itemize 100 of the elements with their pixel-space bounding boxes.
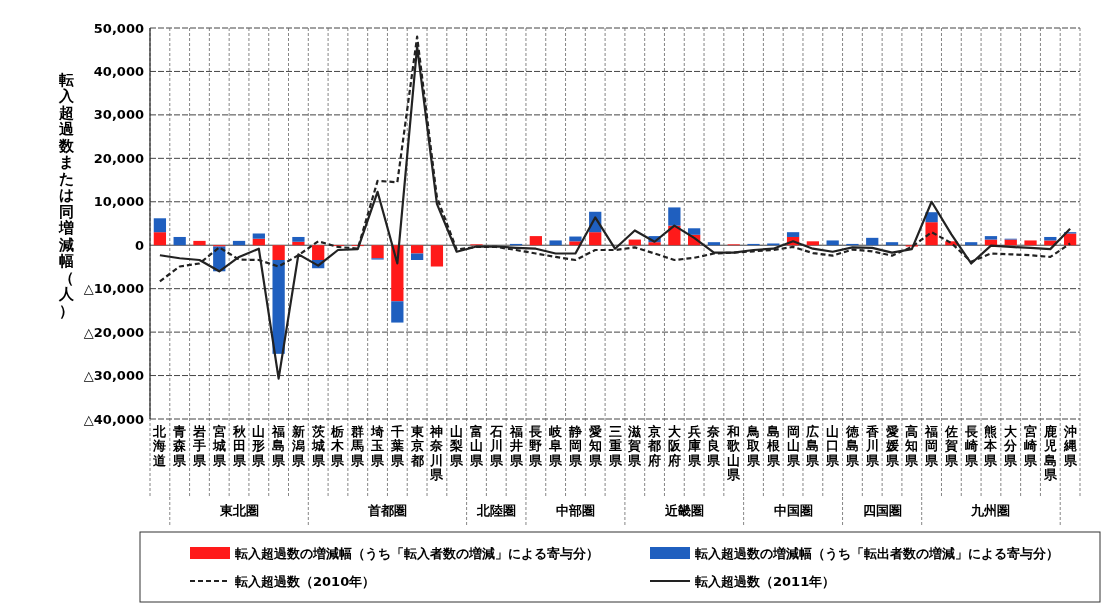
bar bbox=[925, 222, 938, 246]
x-tick-label: 島根県 bbox=[765, 423, 781, 468]
bar bbox=[312, 245, 325, 260]
bar bbox=[410, 253, 424, 260]
bar bbox=[826, 240, 839, 246]
x-tick-label: 福岡県 bbox=[924, 423, 940, 468]
x-tick-label: 長野県 bbox=[528, 423, 544, 468]
text: 中国圏 bbox=[773, 503, 813, 518]
bar bbox=[786, 232, 800, 237]
bar bbox=[1063, 233, 1077, 246]
x-tick-label: 香川県 bbox=[864, 423, 880, 468]
text: 中部圏 bbox=[555, 503, 595, 518]
x-tick-label: 宮城県 bbox=[211, 423, 227, 468]
bar bbox=[806, 241, 820, 246]
bar bbox=[984, 236, 998, 240]
y-tick-label: 40,000 bbox=[93, 63, 144, 79]
legend-label: 転入超過数の増減幅（うち「転出者数の増減」による寄与分） bbox=[694, 545, 1059, 561]
x-tick-label: 岐阜県 bbox=[548, 423, 564, 468]
x-tick-label: 福井県 bbox=[508, 423, 524, 468]
x-tick-label: 鳥取県 bbox=[746, 423, 762, 468]
x-tick-label: 栃木県 bbox=[330, 423, 346, 468]
bar bbox=[292, 236, 305, 242]
x-tick-label: 宮崎県 bbox=[1023, 423, 1039, 468]
text: 四国圏 bbox=[862, 503, 902, 518]
bar bbox=[272, 259, 285, 354]
x-tick-label: 山梨県 bbox=[449, 423, 465, 468]
y-tick-label: 30,000 bbox=[93, 107, 144, 123]
text: 転入超過数または同増減幅（人） bbox=[58, 70, 74, 320]
x-tick-label: 熊本県 bbox=[983, 423, 999, 468]
x-tick-label: 群馬県 bbox=[350, 423, 366, 468]
x-tick-label: 高知県 bbox=[904, 423, 920, 468]
bar bbox=[707, 242, 721, 246]
y-tick-label: 50,000 bbox=[93, 20, 144, 36]
x-tick-label: 福島県 bbox=[271, 423, 287, 468]
bar bbox=[549, 240, 562, 246]
text: 近畿圏 bbox=[663, 503, 704, 518]
bar bbox=[668, 207, 681, 226]
x-tick-label: 岡山県 bbox=[785, 423, 801, 468]
x-tick-label: 北海道 bbox=[152, 423, 168, 468]
text: 九州圏 bbox=[970, 503, 1011, 518]
x-tick-label: 愛知県 bbox=[587, 423, 603, 468]
x-tick-label: 埼玉県 bbox=[370, 423, 386, 468]
bar bbox=[252, 233, 265, 239]
x-tick-label: 神奈川県 bbox=[429, 423, 445, 482]
x-tick-label: 千葉県 bbox=[389, 423, 405, 468]
bar bbox=[153, 232, 167, 246]
x-tick-label: 青森県 bbox=[172, 423, 188, 468]
y-tick-label: △20,000 bbox=[83, 324, 144, 340]
y-tick-label: △10,000 bbox=[83, 281, 144, 297]
bar bbox=[965, 242, 978, 246]
x-tick-label: 秋田県 bbox=[231, 423, 247, 468]
y-tick-label: 20,000 bbox=[93, 150, 144, 166]
bar bbox=[193, 240, 206, 246]
text: 北陸圏 bbox=[475, 503, 516, 518]
y-tick-label: 0 bbox=[134, 237, 144, 253]
x-tick-label: 徳島県 bbox=[844, 423, 860, 468]
text: 東北圏 bbox=[218, 503, 259, 518]
x-tick-label: 岩手県 bbox=[191, 423, 207, 468]
x-tick-label: 兵庫県 bbox=[686, 423, 702, 468]
x-tick-label: 滋賀県 bbox=[627, 423, 643, 468]
legend-label: 転入超過数の増減幅（うち「転入者数の増減」による寄与分） bbox=[234, 545, 599, 561]
bar bbox=[589, 232, 602, 246]
x-tick-label: 大阪府 bbox=[666, 423, 682, 468]
bar bbox=[292, 241, 305, 246]
x-tick-label: 山形県 bbox=[251, 423, 267, 468]
x-tick-label: 静岡県 bbox=[567, 423, 583, 468]
bar bbox=[371, 245, 384, 259]
text: 首都圏 bbox=[366, 503, 407, 518]
x-tick-label: 鹿児島県 bbox=[1042, 423, 1058, 482]
bar bbox=[410, 245, 424, 254]
x-tick-label: 沖縄県 bbox=[1062, 423, 1078, 468]
bar bbox=[391, 301, 404, 323]
x-tick-label: 東京都 bbox=[409, 423, 425, 468]
bar bbox=[153, 218, 167, 233]
x-tick-label: 佐賀県 bbox=[943, 423, 959, 468]
bar bbox=[885, 242, 899, 246]
bar bbox=[866, 237, 879, 246]
x-tick-label: 茨城県 bbox=[310, 423, 326, 468]
bar bbox=[232, 240, 246, 246]
bar bbox=[529, 236, 542, 246]
x-tick-label: 石川県 bbox=[488, 423, 504, 468]
legend-label: 転入超過数（2010年） bbox=[234, 573, 376, 589]
y-tick-label: △30,000 bbox=[83, 368, 144, 384]
x-tick-label: 奈良県 bbox=[706, 423, 722, 468]
x-tick-label: 富山県 bbox=[468, 423, 484, 468]
x-tick-label: 大分県 bbox=[1003, 423, 1019, 468]
x-tick-label: 和歌山県 bbox=[726, 423, 742, 482]
bar bbox=[688, 228, 701, 235]
y-tick-label: △40,000 bbox=[83, 411, 144, 427]
x-tick-label: 長崎県 bbox=[963, 423, 979, 468]
x-tick-label: 山口県 bbox=[825, 423, 841, 468]
bar bbox=[272, 245, 285, 260]
bar bbox=[430, 245, 444, 267]
y-tick-label: 10,000 bbox=[93, 194, 144, 210]
bar bbox=[252, 238, 265, 246]
legend-label: 転入超過数（2011年） bbox=[694, 573, 836, 589]
bar bbox=[648, 242, 661, 246]
x-tick-label: 京都府 bbox=[647, 423, 662, 468]
x-tick-label: 三重県 bbox=[607, 423, 623, 468]
x-tick-label: 広島県 bbox=[805, 423, 821, 468]
